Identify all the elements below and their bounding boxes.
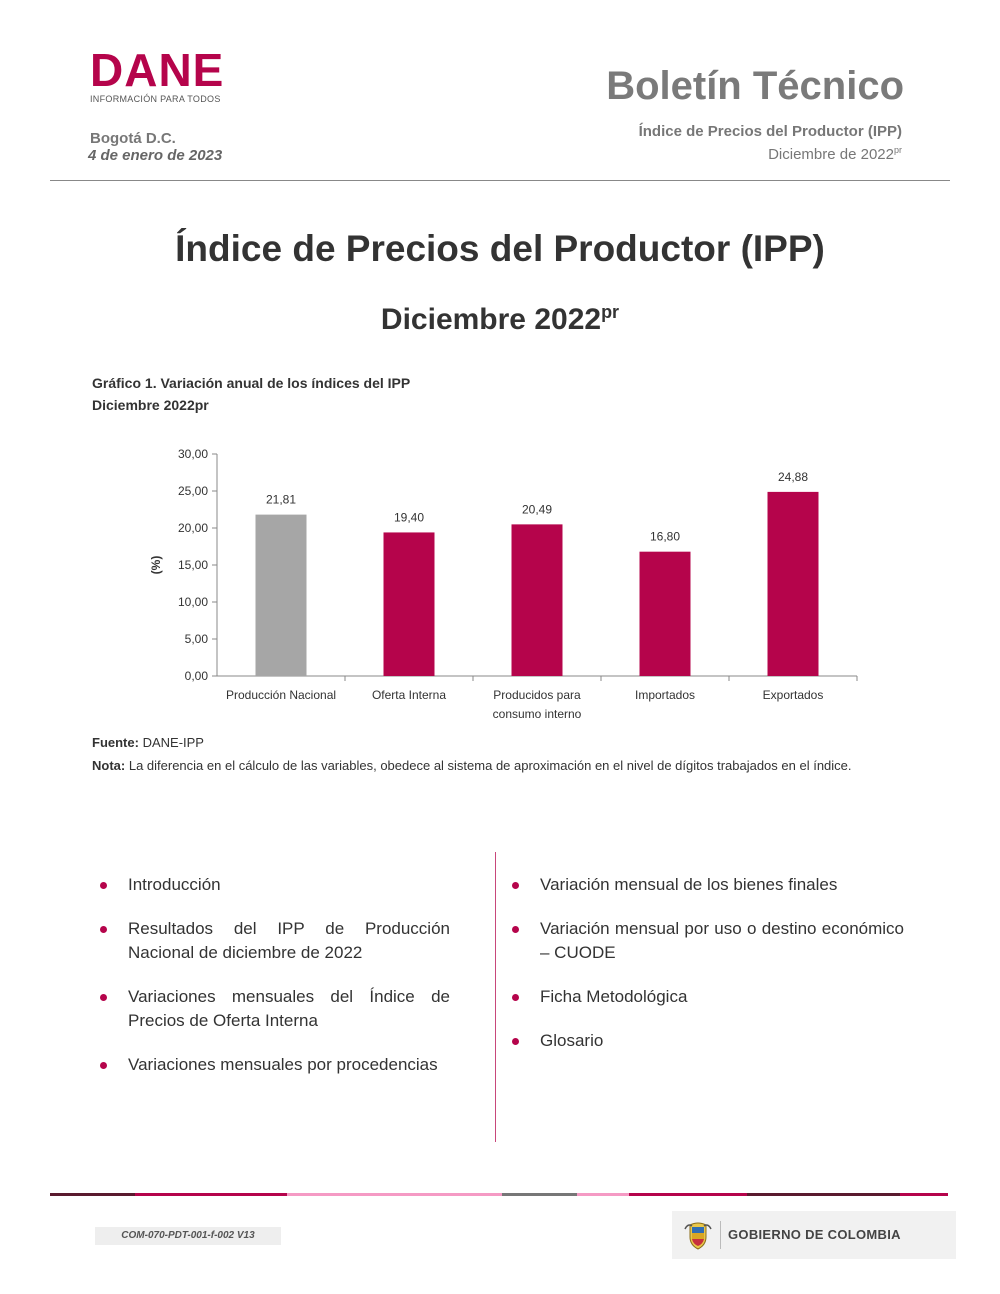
chart-source: Fuente: DANE-IPP [92, 735, 204, 750]
publication-date: 4 de enero de 2023 [88, 147, 223, 164]
contents-item: Variaciones mensuales del Índice de Prec… [100, 985, 450, 1033]
bullet-icon [512, 1038, 519, 1045]
y-axis-label: (%) [149, 556, 163, 575]
footer-bar-segment [502, 1193, 577, 1196]
contents-right-column: Variación mensual de los bienes finales V… [512, 873, 904, 1073]
contents-item-label: Introducción [128, 875, 221, 894]
dane-logo-tagline: INFORMACIÓN PARA TODOS [90, 94, 221, 104]
y-tick-label: 0,00 [185, 669, 209, 683]
bar-value-label: 16,80 [650, 530, 680, 544]
contents-item: Variación mensual de los bienes finales [512, 873, 904, 897]
contents-item-label: Resultados del IPP de Producción Naciona… [128, 919, 450, 962]
footer-bar-segment [629, 1193, 747, 1196]
government-badge-divider [720, 1221, 721, 1249]
bar-value-label: 19,40 [394, 510, 424, 524]
city: Bogotá D.C. [90, 130, 176, 147]
y-tick-label: 30,00 [178, 447, 208, 461]
contents-item-label: Variaciones mensuales del Índice de Prec… [128, 987, 450, 1030]
footer-bar-segment [287, 1193, 502, 1196]
bullet-icon [100, 926, 107, 933]
dane-logo: DANE INFORMACIÓN PARA TODOS [90, 44, 240, 104]
colombia-coat-of-arms-icon [684, 1222, 712, 1250]
bulletin-period: Diciembre de 2022pr [768, 145, 902, 163]
bar-value-label: 24,88 [778, 470, 808, 484]
header-divider [50, 180, 950, 181]
footer-bar-segment [135, 1193, 287, 1196]
contents-item-label: Glosario [540, 1031, 604, 1050]
y-tick-label: 5,00 [185, 632, 209, 646]
government-name: GOBIERNO DE COLOMBIA [728, 1227, 901, 1242]
contents-item: Variaciones mensuales por procedencias [100, 1053, 450, 1077]
chart-caption-title: Gráfico 1. Variación anual de los índice… [92, 375, 411, 391]
contents-left-column: Introducción Resultados del IPP de Produc… [100, 873, 450, 1097]
contents-item: Introducción [100, 873, 450, 897]
footer-bar-segment [747, 1193, 900, 1196]
x-category-label: Producción Nacional [226, 688, 336, 702]
bullet-icon [512, 926, 519, 933]
footer-bar-segment [900, 1193, 948, 1196]
bar [639, 551, 691, 676]
bullet-icon [100, 882, 107, 889]
dane-logo-word: DANE [90, 44, 225, 96]
bar-value-label: 21,81 [266, 493, 296, 507]
document-code: COM-070-PDT-001-f-002 V13 [95, 1227, 281, 1245]
bar [255, 514, 307, 676]
contents-item-label: Variación mensual de los bienes finales [540, 875, 838, 894]
government-badge: GOBIERNO DE COLOMBIA [672, 1211, 956, 1259]
bar [767, 491, 819, 676]
bulletin-subtitle: Índice de Precios del Productor (IPP) [638, 123, 902, 140]
chart-note: Nota: La diferencia en el cálculo de las… [92, 758, 852, 773]
x-category-label: consumo interno [493, 707, 582, 721]
y-tick-label: 15,00 [178, 558, 208, 572]
footer-bar-segment [50, 1193, 135, 1196]
y-tick-label: 10,00 [178, 595, 208, 609]
x-category-label: Producidos para [493, 688, 581, 702]
chart-caption-period: Diciembre 2022pr [92, 397, 209, 413]
contents-item-label: Variaciones mensuales por procedencias [128, 1055, 438, 1074]
contents-item-label: Variación mensual por uso o destino econ… [540, 919, 904, 962]
contents-item: Ficha Metodológica [512, 985, 904, 1009]
bullet-icon [100, 994, 107, 1001]
bar [511, 524, 563, 676]
contents-item: Resultados del IPP de Producción Naciona… [100, 917, 450, 965]
x-category-label: Oferta Interna [372, 688, 446, 702]
bullet-icon [512, 882, 519, 889]
contents-item-label: Ficha Metodológica [540, 987, 688, 1006]
footer-bar-segment [577, 1193, 629, 1196]
y-tick-label: 25,00 [178, 484, 208, 498]
x-category-label: Exportados [763, 688, 824, 702]
page-subtitle: Diciembre 2022pr [380, 302, 620, 336]
bullet-icon [512, 994, 519, 1001]
y-tick-label: 20,00 [178, 521, 208, 535]
bar [383, 532, 435, 676]
bullet-icon [100, 1062, 107, 1069]
contents-item: Variación mensual por uso o destino econ… [512, 917, 904, 965]
bar-value-label: 20,49 [522, 502, 552, 516]
page-title: Índice de Precios del Productor (IPP) [175, 228, 825, 269]
contents-divider [495, 852, 496, 1142]
bulletin-title: Boletín Técnico [606, 64, 904, 108]
contents-item: Glosario [512, 1029, 904, 1053]
x-category-label: Importados [635, 688, 695, 702]
bar-chart: 0,00 5,00 10,00 15,00 20,00 25,00 30,00 (%) 21,8… [149, 447, 858, 721]
